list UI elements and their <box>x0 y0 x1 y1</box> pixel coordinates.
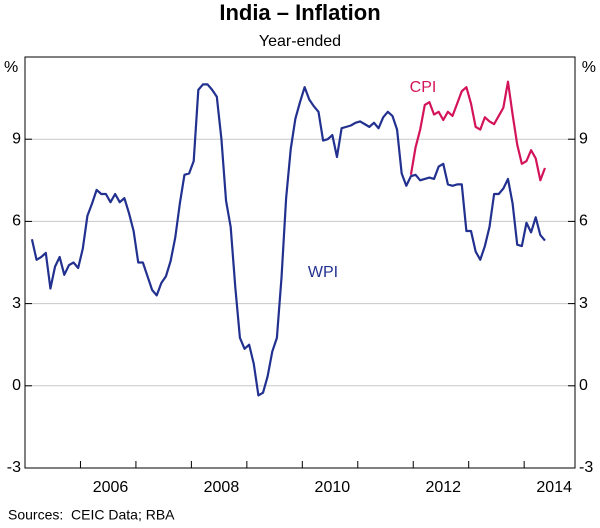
y-axis-unit: % <box>4 59 18 76</box>
chart-subtitle: Year-ended <box>259 33 341 50</box>
x-tick-label: 2012 <box>425 479 461 496</box>
y-tick-label: 9 <box>12 130 21 147</box>
y2-tick-label: 0 <box>579 377 588 394</box>
plot-frame <box>24 56 576 469</box>
y2-tick-label: 9 <box>579 130 588 147</box>
y-tick-label: 3 <box>12 295 21 312</box>
y2-tick-label: 6 <box>579 213 588 230</box>
y2-tick-label: 3 <box>579 295 588 312</box>
source-note: Sources: CEIC Data; RBA <box>8 507 175 523</box>
y-tick-label: 6 <box>12 213 21 230</box>
y2-tick-label: -3 <box>579 459 593 476</box>
series-label: CPI <box>410 79 437 96</box>
x-tick-label: 2008 <box>204 479 240 496</box>
series-line <box>30 83 546 397</box>
y-tick-label: 0 <box>12 377 21 394</box>
x-tick-label: 2014 <box>536 479 572 496</box>
series-line <box>409 80 546 182</box>
chart-title: India – Inflation <box>219 0 380 25</box>
x-tick-label: 2006 <box>93 479 129 496</box>
x-tick-label: 2010 <box>315 479 351 496</box>
y-tick-label: -3 <box>7 459 21 476</box>
series-label: WPI <box>308 264 338 281</box>
y2-axis-unit: % <box>582 59 596 76</box>
